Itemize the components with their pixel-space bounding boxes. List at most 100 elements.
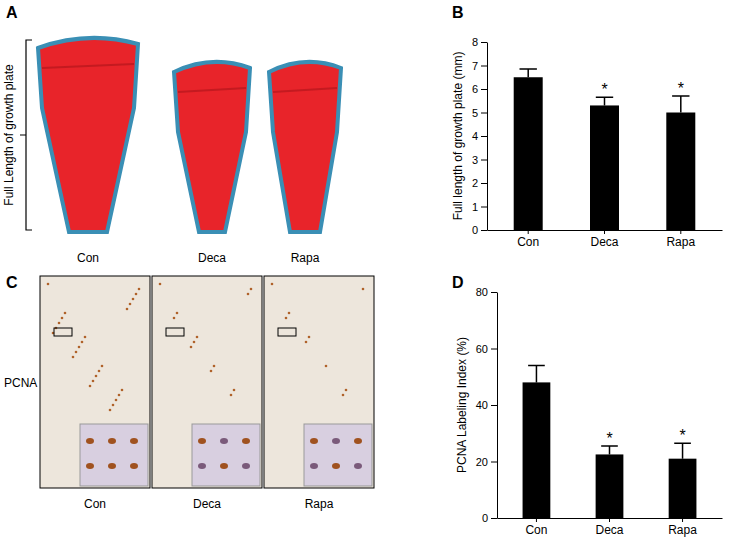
micrograph <box>40 276 150 488</box>
error-bar <box>520 69 537 77</box>
error-bar <box>596 97 613 105</box>
zoom-box <box>166 328 184 336</box>
stain-dot <box>58 322 61 325</box>
bar-chart: D**020406080ConDecaRapaPCNA Labeling Ind… <box>452 274 723 537</box>
stain-dot <box>308 336 311 339</box>
inset-nucleus <box>242 463 250 469</box>
stain-dot <box>78 346 81 349</box>
tick-mark <box>528 230 529 234</box>
stain-dot <box>92 380 95 383</box>
tick-mark <box>481 136 487 137</box>
tick-label: 1 <box>472 201 478 213</box>
x-axis: Con Deca Rapa <box>488 230 723 249</box>
tick-mark <box>682 518 683 522</box>
inset-nucleus <box>130 463 138 469</box>
bar <box>590 105 619 230</box>
tick-mark <box>491 518 497 519</box>
y-tick: 6 <box>472 83 487 95</box>
stain-dot <box>230 394 233 397</box>
stain-dot <box>196 336 199 339</box>
stain-dot <box>84 336 87 339</box>
tick-label: 8 <box>472 36 478 48</box>
tick-mark <box>680 230 681 234</box>
significance-mark: * <box>679 427 685 444</box>
inset <box>80 424 148 486</box>
panel-letter: C <box>6 274 18 291</box>
stain-dot <box>115 399 118 402</box>
tick-label: 5 <box>472 107 478 119</box>
y-tick: 8 <box>472 36 487 48</box>
x-tick: Deca <box>590 230 618 249</box>
inset-nucleus <box>310 438 318 444</box>
stain-dot <box>190 346 193 349</box>
growth-plate-line <box>178 88 246 92</box>
growth-plate-line <box>273 88 337 92</box>
bar <box>666 113 695 231</box>
axis-title: PCNA Labeling Index (%) <box>455 337 469 473</box>
tick-label: Con <box>525 523 547 537</box>
inset-nucleus <box>354 463 362 469</box>
x-tick: Con <box>517 230 539 249</box>
y-tick: 3 <box>472 154 487 166</box>
inset-nucleus <box>86 463 94 469</box>
stain-dot <box>250 288 253 291</box>
tick-mark <box>491 292 497 293</box>
axis-line <box>497 293 498 519</box>
image-caption: Rapa <box>305 497 334 511</box>
stain-dot <box>135 293 138 296</box>
bar <box>596 454 624 518</box>
tick-mark <box>481 113 487 114</box>
growth-plate-line <box>42 64 134 68</box>
tick-mark <box>481 207 487 208</box>
significance-mark: * <box>606 430 612 447</box>
stain-dot <box>132 298 135 301</box>
panel-c: CPCNAConDecaRapa <box>4 274 374 511</box>
tick-mark <box>481 183 487 184</box>
stain-dot <box>126 308 129 311</box>
inset-nucleus <box>108 463 116 469</box>
tick-mark <box>491 462 497 463</box>
stain-dot <box>112 404 115 407</box>
bar <box>523 382 551 518</box>
tick-mark <box>536 518 537 522</box>
tick-label: 7 <box>472 60 478 72</box>
axis-line <box>487 43 488 231</box>
tick-label: 40 <box>476 399 488 411</box>
y-tick: 40 <box>476 399 497 411</box>
image-caption: Rapa <box>291 251 320 265</box>
micrograph <box>264 276 374 488</box>
panel-letter: B <box>452 4 464 21</box>
tick-label: Rapa <box>666 235 695 249</box>
micrograph <box>152 276 262 488</box>
error-bar <box>601 446 618 454</box>
stain-dot <box>345 389 348 392</box>
bone-image <box>269 62 341 232</box>
stain-dot <box>98 370 101 373</box>
stain-dot <box>61 317 64 320</box>
inset-nucleus <box>354 438 362 444</box>
stain-dot <box>159 283 162 286</box>
plot-area <box>523 365 697 518</box>
stain-dot <box>101 365 104 368</box>
tick-mark <box>481 42 487 43</box>
stain-dot <box>81 341 84 344</box>
tick-mark <box>481 160 487 161</box>
error-bar <box>672 96 689 112</box>
panel-a: AFull Length of growth plateConDecaRapa <box>2 4 341 265</box>
tick-label: 60 <box>476 343 488 355</box>
significance-mark: * <box>678 80 684 97</box>
zoom-box <box>278 328 296 336</box>
plot-area <box>514 69 696 230</box>
stain-dot <box>64 312 67 315</box>
inset <box>304 424 372 486</box>
bar <box>514 77 543 230</box>
inset-nucleus <box>332 438 340 444</box>
tick-label: Con <box>517 235 539 249</box>
axis-title: Full length of growth plate (mm) <box>451 52 465 221</box>
stain-dot <box>342 394 345 397</box>
tick-label: Rapa <box>668 523 697 537</box>
tick-label: Deca <box>595 523 623 537</box>
stain-dot <box>325 365 328 368</box>
y-tick: 5 <box>472 107 487 119</box>
x-tick: Rapa <box>666 230 695 249</box>
